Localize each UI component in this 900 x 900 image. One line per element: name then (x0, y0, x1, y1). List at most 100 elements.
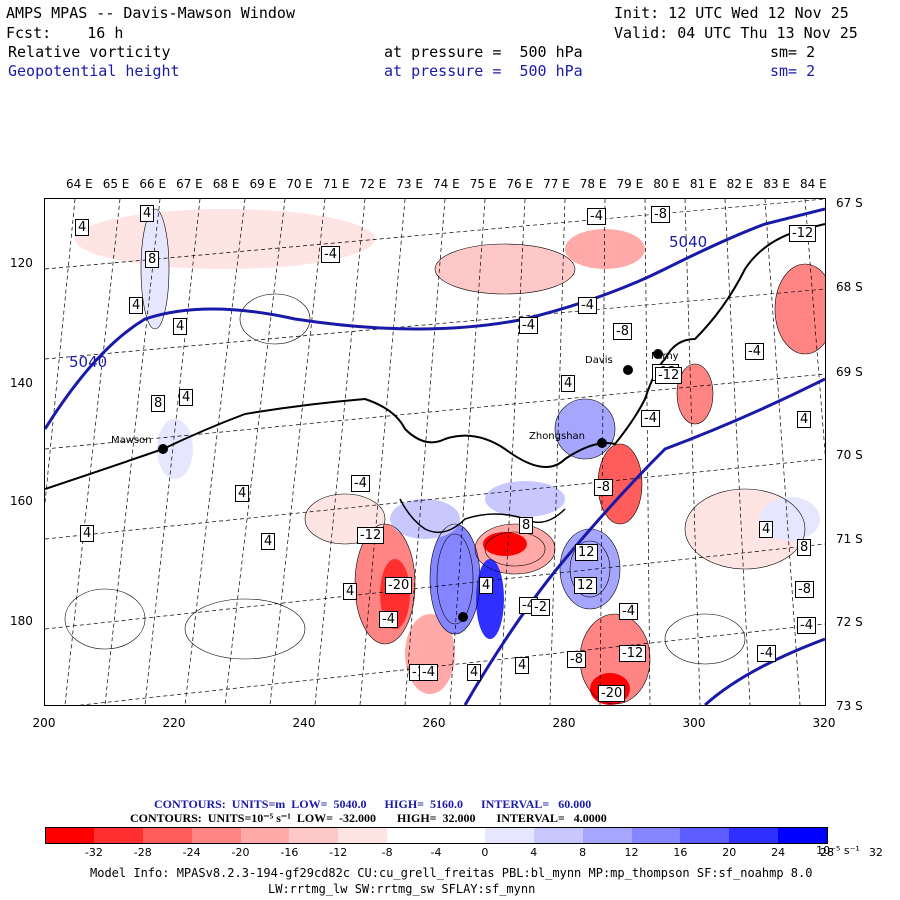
vorticity-contour-label: 4 (75, 219, 90, 236)
station-label-zhongshan: Zhongshan (529, 431, 586, 442)
vorticity-contour-label: 8 (797, 539, 812, 556)
longitude-label: 75 E (469, 177, 497, 191)
longitude-label: 80 E (653, 177, 680, 191)
colorbar-swatch (631, 827, 682, 844)
x-tick-label: 280 (552, 716, 576, 730)
colorbar-swatch (582, 827, 633, 844)
x-tick-label: 200 (32, 716, 56, 730)
longitude-label: 70 E (286, 177, 313, 191)
colorbar-tick-label: 16 (673, 846, 688, 859)
x-tick-label: 300 (682, 716, 706, 730)
latitude-label: 68 S (836, 280, 863, 294)
vorticity-contour-label: 4 (173, 318, 188, 335)
map-panel[interactable]: 5040 5040 Mawson Davis Zhongshan Mirny 4… (44, 198, 826, 706)
colorbar-tick-label: 4 (530, 846, 538, 859)
latitude-label: 69 S (836, 365, 863, 379)
colorbar-swatch (778, 827, 828, 844)
colorbar-tick-label: -12 (329, 846, 348, 859)
longitude-label: 72 E (359, 177, 387, 191)
x-tick-label: 220 (162, 716, 186, 730)
vorticity-contour-label: -12 (619, 645, 647, 662)
colorbar-swatch (240, 827, 291, 844)
longitude-label: 73 E (396, 177, 423, 191)
vorticity-contour-label: -12 (357, 527, 385, 544)
colorbar-tick-label: -4 (430, 846, 442, 859)
colorbar-swatch (533, 827, 584, 844)
y-tick-label: 120 (10, 256, 33, 270)
longitude-label: 71 E (322, 177, 350, 191)
variable-height: Geopotential height (8, 62, 180, 80)
vorticity-contour-label: 8 (145, 251, 160, 268)
colorbar-swatch (484, 827, 535, 844)
ice-shelf-edge (399, 498, 566, 534)
colorbar-swatch (387, 827, 437, 844)
vorticity-contour-label: -8 (795, 581, 814, 598)
latitude-label: 72 S (836, 615, 863, 629)
vorticity-contour-label: 12 (574, 577, 597, 594)
vorticity-contour-label: -4 (419, 664, 438, 681)
colorbar-tick-label: 32 (868, 846, 883, 859)
colorbar-tick-label: 0 (481, 846, 489, 859)
colorbar-swatch (338, 827, 389, 844)
y-tick-label: 180 (10, 614, 33, 628)
latitude-label: 70 S (836, 448, 863, 462)
height-label-5040-right: 5040 (669, 233, 708, 251)
longitude-label: 82 E (726, 177, 754, 191)
vorticity-contour-label: 4 (759, 521, 774, 538)
vorticity-contour-label: -4 (578, 297, 597, 314)
vorticity-contour-label: -4 (379, 611, 398, 628)
lat-lon-grid (45, 199, 825, 705)
vorticity-contour-label: 4 (797, 411, 812, 428)
map-canvas (45, 199, 825, 705)
longitude-label: 66 E (139, 177, 167, 191)
colorbar-swatch (45, 827, 95, 844)
init-time: Init: 12 UTC Wed 12 Nov 25 (614, 4, 849, 22)
vorticity-contour-label: 4 (343, 583, 358, 600)
pressure-level-1: at pressure = 500 hPa (384, 43, 583, 61)
longitude-label: 74 E (433, 177, 460, 191)
vorticity-contour-label: 4 (179, 389, 194, 406)
vorticity-contour-label: 4 (467, 664, 482, 681)
colorbar-tick-label: 28 (820, 846, 834, 859)
longitude-label: 64 E (66, 177, 93, 191)
longitude-label: 76 E (506, 177, 534, 191)
latitude-label: 71 S (836, 532, 863, 546)
colorbar-tick-label: -20 (231, 846, 250, 859)
vorticity-contour-label: -8 (613, 323, 632, 340)
vorticity-contours (64, 208, 825, 705)
vorticity-contour-label: -4 (745, 343, 764, 360)
vorticity-contour-label: -12 (789, 225, 817, 242)
station-label-davis: Davis (585, 355, 613, 366)
colorbar-swatch (142, 827, 193, 844)
colorbar-tick-label: -8 (381, 846, 393, 859)
pressure-level-2: at pressure = 500 hPa (384, 62, 583, 80)
model-info-line-1: Model Info: MPASv8.2.3-194-gf29cd82c CU:… (90, 866, 813, 880)
vorticity-contour-label: 8 (151, 395, 166, 412)
vorticity-contour-label: -20 (385, 577, 413, 594)
vorticity-contour-label: 4 (561, 375, 576, 392)
station-label-mawson: Mawson (111, 435, 152, 446)
vorticity-contour-label: -20 (598, 685, 626, 702)
vorticity-contour-label: 12 (575, 544, 598, 561)
longitude-label: 81 E (689, 177, 717, 191)
colorbar-tick-label: 8 (579, 846, 587, 859)
longitude-label: 65 E (102, 177, 130, 191)
contours-height-info: CONTOURS: UNITS=m LOW= 5040.0 HIGH= 5160… (154, 797, 592, 811)
vorticity-contour-label: 4 (479, 577, 494, 594)
latitude-label: 67 S (836, 196, 863, 210)
vorticity-contour-label: -8 (651, 206, 670, 223)
x-tick-label: 320 (812, 716, 836, 730)
colorbar-tick-label: 20 (722, 846, 737, 859)
vorticity-contour-label: -4 (619, 603, 638, 620)
variable-vorticity: Relative vorticity (8, 43, 171, 61)
contours-vorticity-info: CONTOURS: UNITS=10⁻⁵ s⁻¹ LOW= -32.000 HI… (130, 811, 607, 825)
coastline (45, 223, 825, 490)
vorticity-contour-label: 4 (515, 657, 530, 674)
longitude-label: 79 E (616, 177, 644, 191)
colorbar-tick-label: -28 (133, 846, 152, 859)
colorbar-units: 10⁻⁵ s⁻¹ (816, 844, 860, 857)
vorticity-contour-label: -4 (321, 246, 340, 263)
vorticity-contour-label: -4 (519, 317, 538, 334)
longitude-label: 68 E (212, 177, 240, 191)
vorticity-contour-label: -4 (351, 475, 370, 492)
